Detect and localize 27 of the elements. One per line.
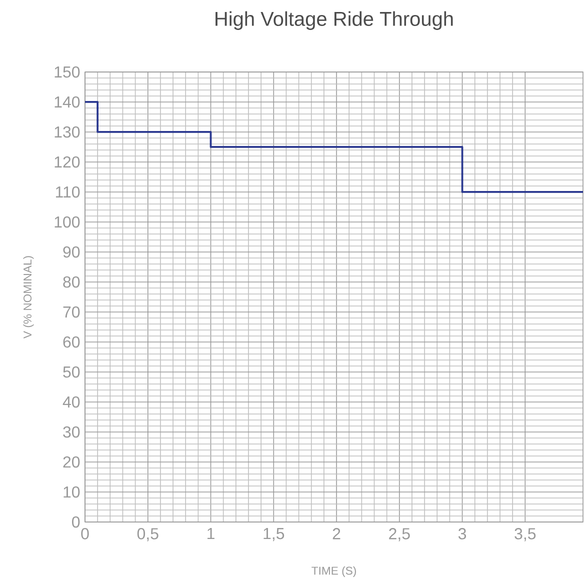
x-tick-label: 2 [332,528,340,540]
y-tick-label: 90 [63,246,80,258]
y-axis-title: V (% NOMINAL) [23,256,34,339]
y-tick-label: 60 [63,336,80,348]
x-tick-label: 1,5 [264,528,284,542]
y-tick-label: 130 [54,126,80,138]
x-tick-label: 3,5 [514,528,536,542]
x-tick-label: 2,5 [389,528,410,542]
chart-title: High Voltage Ride Through [216,11,453,30]
y-tick-label: 150 [54,66,80,78]
y-tick-label: 40 [62,396,80,408]
x-tick-label: 1 [208,528,214,540]
y-tick-label: 140 [54,96,80,108]
y-tick-label: 30 [63,426,80,438]
y-tick-label: 70 [63,306,80,318]
x-axis-title: TIME (S) [312,566,356,577]
y-tick-label: 110 [56,186,80,198]
x-tick-label: 0 [81,528,89,540]
y-tick-label: 50 [63,366,80,378]
y-tick-label: 20 [63,456,80,468]
y-tick-label: 0 [72,516,80,528]
x-tick-label: 3 [458,528,466,540]
x-tick-label: 0,5 [137,528,158,542]
y-tick-label: 80 [63,276,80,288]
y-tick-label: 10 [64,486,80,498]
y-tick-label: 120 [54,156,80,168]
y-tick-label: 100 [54,216,80,228]
